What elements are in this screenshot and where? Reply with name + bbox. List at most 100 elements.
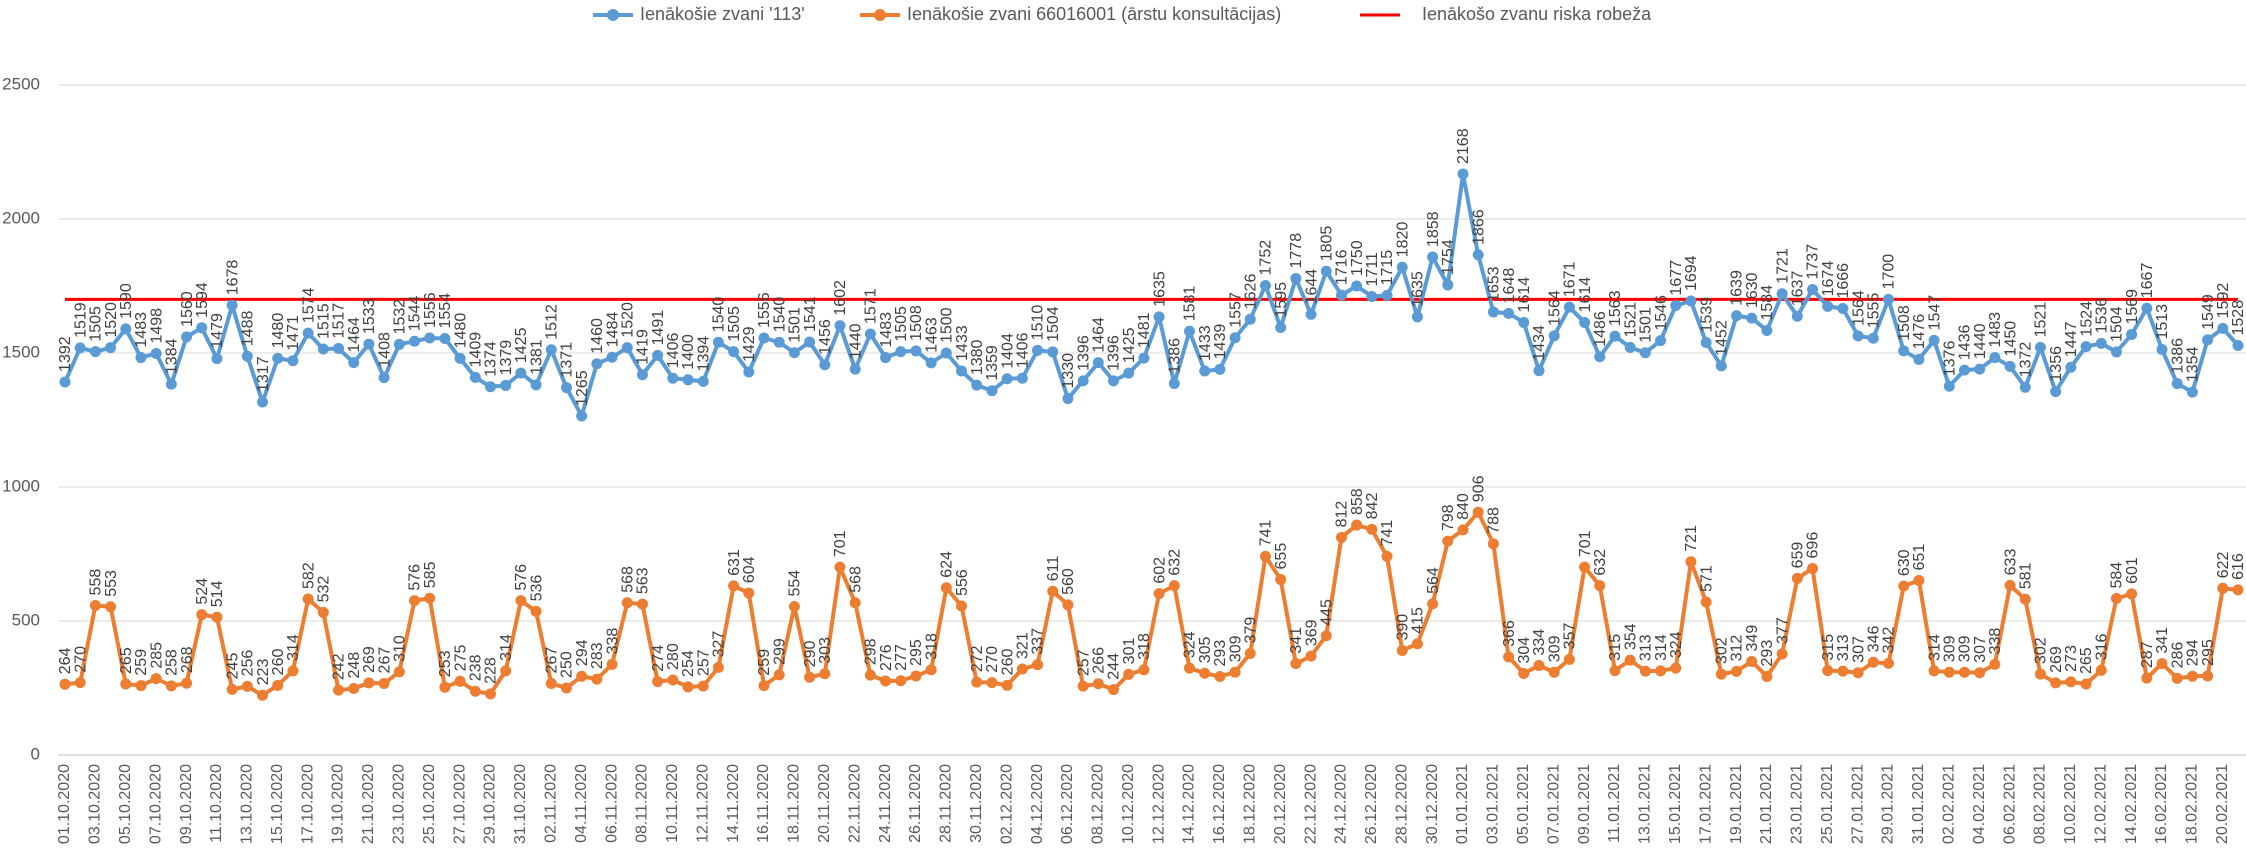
data-label: 524: [194, 578, 211, 605]
point: [1138, 352, 1150, 364]
point: [1183, 662, 1195, 674]
data-label: 659: [1790, 542, 1807, 569]
data-label: 1404: [999, 333, 1016, 369]
data-label: 1557: [1227, 292, 1244, 328]
data-label: 1541: [802, 296, 819, 332]
point: [1913, 575, 1925, 587]
point: [728, 346, 740, 358]
point: [864, 328, 876, 340]
x-tick-label: 25.10.2020: [421, 764, 438, 844]
point: [1700, 596, 1712, 608]
x-tick-label: 02.02.2021: [1940, 764, 1957, 844]
data-label: 842: [1364, 493, 1381, 520]
data-label: 1483: [133, 312, 150, 348]
data-label: 1433: [954, 325, 971, 361]
data-label: 238: [468, 654, 485, 681]
point: [1731, 665, 1743, 677]
point: [1837, 665, 1849, 677]
data-label: 1581: [1182, 286, 1199, 322]
point: [1609, 330, 1621, 342]
data-label: 1505: [726, 306, 743, 342]
point: [378, 372, 390, 384]
data-label: 298: [863, 638, 880, 665]
x-tick-label: 12.02.2021: [2092, 764, 2109, 844]
x-tick-label: 29.10.2020: [482, 764, 499, 844]
data-label: 1635: [1151, 271, 1168, 307]
point: [454, 352, 466, 364]
point: [1882, 657, 1894, 669]
data-label: 630: [1896, 549, 1913, 576]
point: [393, 666, 405, 678]
point: [74, 677, 86, 689]
data-label: 1778: [1288, 233, 1305, 269]
point: [1989, 352, 2001, 364]
data-label: 1569: [2124, 289, 2141, 325]
data-label: 1409: [468, 332, 485, 368]
x-tick-label: 15.10.2020: [269, 764, 286, 844]
data-label: 1602: [832, 280, 849, 316]
point: [1989, 658, 2001, 670]
data-label: 721: [1683, 525, 1700, 552]
data-label: 1517: [331, 303, 348, 339]
point: [2065, 676, 2077, 688]
data-label: 696: [1805, 532, 1822, 559]
legend-marker: [874, 9, 886, 21]
point: [1867, 332, 1879, 344]
data-label: 1456: [817, 319, 834, 355]
point: [2156, 658, 2168, 670]
data-label: 536: [528, 575, 545, 602]
data-label: 312: [1729, 635, 1746, 662]
data-label: 741: [1379, 520, 1396, 547]
data-label: 1540: [771, 297, 788, 333]
data-label: 655: [1273, 543, 1290, 570]
data-label: 1464: [346, 317, 363, 353]
data-label: 1498: [148, 308, 165, 344]
point: [1943, 380, 1955, 392]
point: [1715, 668, 1727, 680]
point: [1670, 662, 1682, 674]
data-label: 581: [2017, 562, 2034, 589]
x-tick-label: 19.01.2021: [1728, 764, 1745, 844]
point: [1092, 678, 1104, 690]
point: [743, 366, 755, 378]
data-label: 295: [2200, 639, 2217, 666]
point: [1183, 325, 1195, 337]
point: [1958, 666, 1970, 678]
data-label: 1858: [1425, 211, 1442, 247]
point: [1199, 365, 1211, 377]
data-label: 2168: [1455, 128, 1472, 164]
point: [302, 593, 314, 605]
point: [697, 375, 709, 387]
point: [819, 359, 831, 371]
point: [1761, 324, 1773, 336]
data-label: 337: [1030, 628, 1047, 655]
data-label: 571: [1698, 565, 1715, 592]
point: [560, 382, 572, 394]
data-label: 293: [1759, 640, 1776, 667]
data-label: 265: [118, 647, 135, 674]
data-label: 354: [1622, 623, 1639, 650]
point: [1852, 667, 1864, 679]
data-label: 304: [1516, 637, 1533, 664]
data-label: 1556: [422, 292, 439, 328]
data-label: 631: [726, 549, 743, 576]
y-tick-label: 2000: [2, 208, 40, 227]
point: [1442, 535, 1454, 547]
data-label: 1396: [1106, 335, 1123, 371]
data-label: 1434: [1531, 325, 1548, 361]
point: [1487, 306, 1499, 318]
data-label: 369: [1303, 619, 1320, 646]
data-label: 1380: [969, 339, 986, 375]
point: [1913, 353, 1925, 365]
data-label: 1536: [2093, 298, 2110, 334]
x-tick-label: 21.10.2020: [360, 764, 377, 844]
data-label: 265: [2078, 647, 2095, 674]
point: [2095, 664, 2107, 676]
data-label: 287: [2139, 641, 2156, 668]
data-label: 1750: [1349, 240, 1366, 276]
point: [1974, 363, 1986, 375]
data-label: 269: [2048, 646, 2065, 673]
point: [469, 371, 481, 383]
data-label: 840: [1455, 493, 1472, 520]
data-label: 1505: [88, 306, 105, 342]
